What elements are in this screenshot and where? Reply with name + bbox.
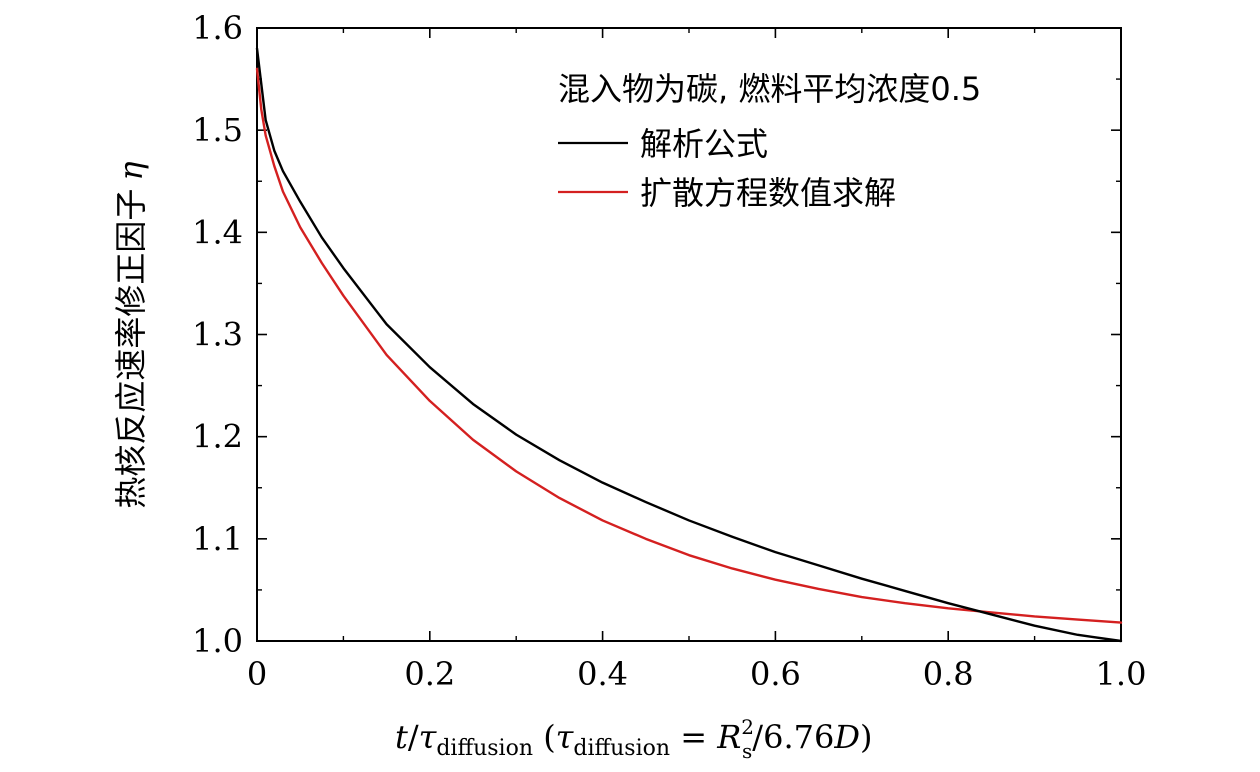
plot-frame [256, 27, 1122, 642]
series-line-numeric [255, 67, 1123, 624]
y-tick-label: 1.1 [192, 520, 243, 558]
x-tick-label: 0 [247, 655, 267, 693]
y-tick-label: 1.2 [192, 418, 243, 456]
legend: 混入物为碳, 燃料平均浓度0.5 解析公式 扩散方程数值求解 [558, 70, 981, 212]
y-tick-label: 1.4 [192, 213, 243, 251]
legend-label-numeric: 扩散方程数值求解 [640, 174, 896, 212]
legend-label-analytic: 解析公式 [640, 125, 768, 163]
y-tick-label: 1.0 [192, 622, 243, 660]
y-tick-label: 1.5 [192, 111, 243, 149]
x-axis-title: t/τdiffusion (τdiffusion = R2 s/6.76D) [395, 715, 872, 763]
y-axis-title: 热核反应速率修正因子η [112, 161, 150, 508]
series-line-analytic [255, 47, 1123, 643]
series-group [255, 47, 1123, 643]
x-tick-label: 1.0 [1096, 655, 1147, 693]
x-tick-label: 0.4 [577, 655, 628, 693]
y-tick-label: 1.6 [192, 9, 243, 47]
axis-ticks: 0 0.2 0.4 0.6 0.8 1.0 1.0 1.1 1.2 1.3 1.4 1.5 1.6 [192, 9, 1146, 693]
x-tick-label: 0.8 [923, 655, 974, 693]
legend-title: 混入物为碳, 燃料平均浓度0.5 [558, 70, 981, 108]
y-tick-label: 1.3 [192, 316, 243, 354]
x-tick-label: 0.6 [750, 655, 801, 693]
x-tick-label: 0.2 [404, 655, 455, 693]
